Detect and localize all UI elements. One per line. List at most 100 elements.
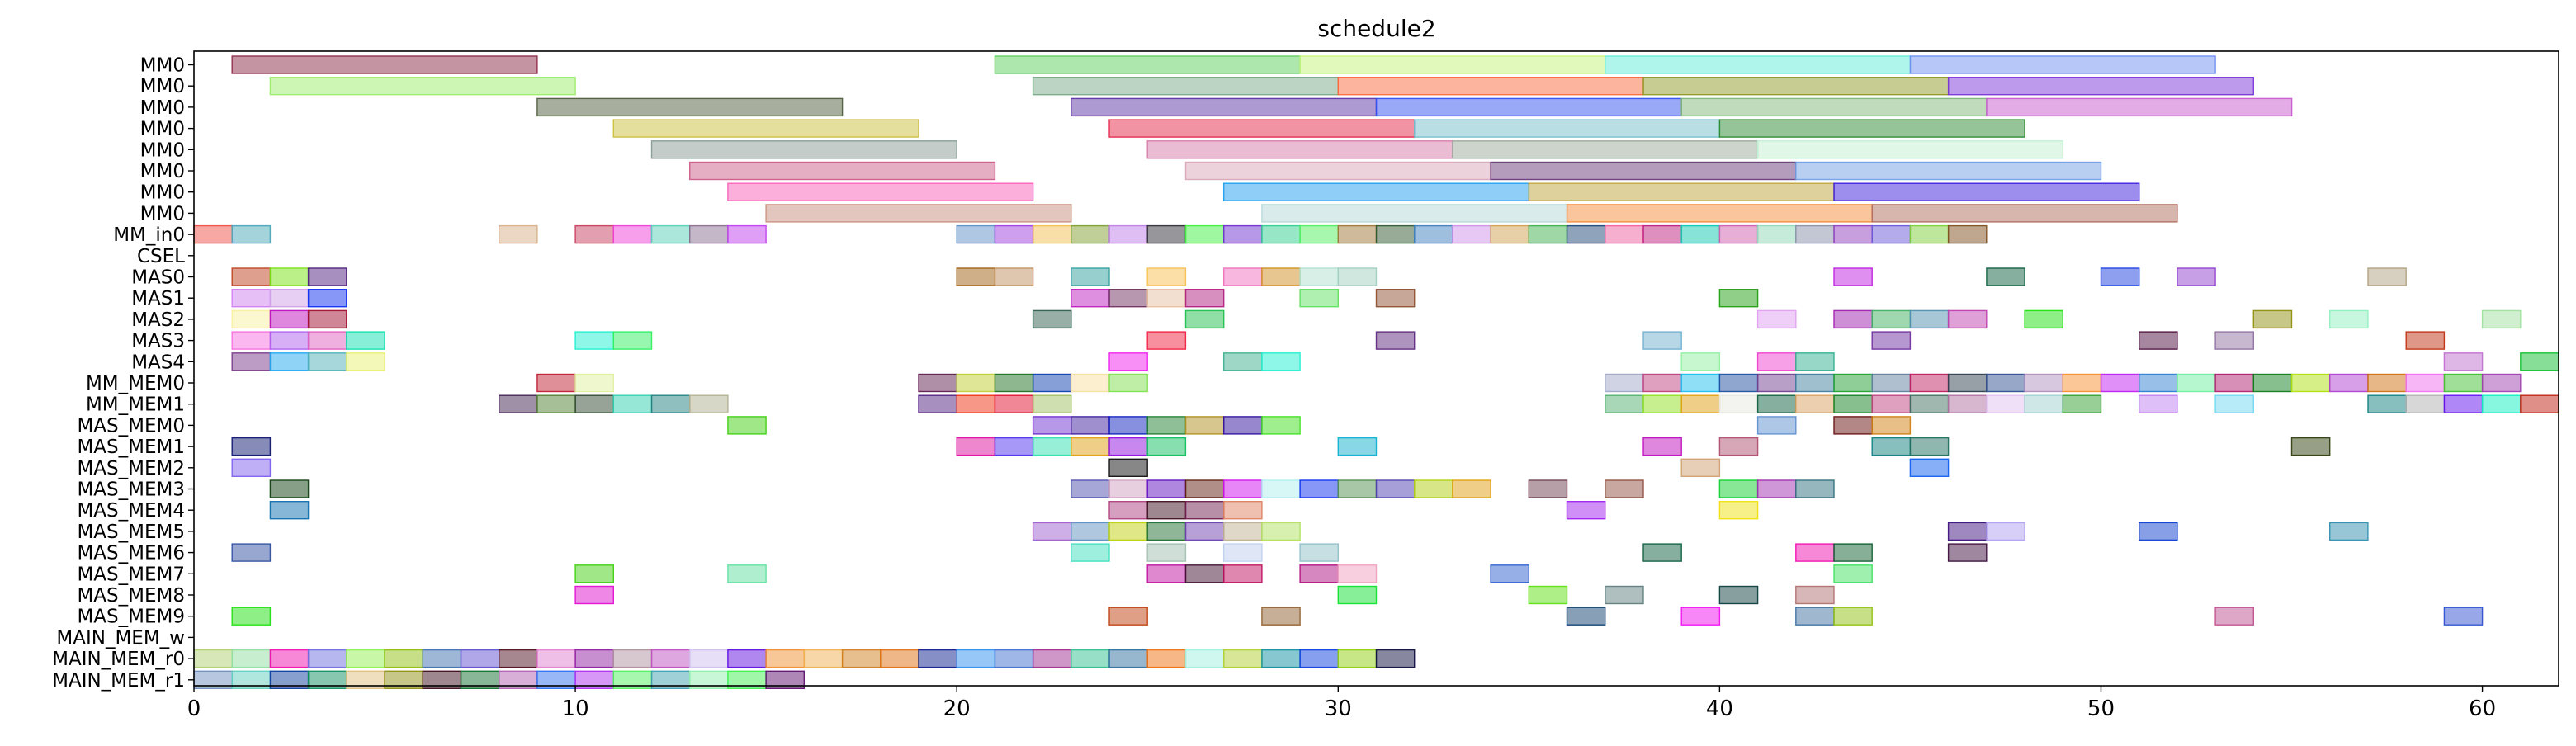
task-bar bbox=[1871, 373, 1912, 393]
task-bar bbox=[689, 224, 729, 244]
task-bar bbox=[1071, 373, 1110, 393]
task-bar bbox=[1071, 479, 1110, 498]
task-bar bbox=[1071, 224, 1110, 244]
row-label: MAIN_MEM_r0 bbox=[52, 649, 185, 670]
task-bar bbox=[803, 649, 844, 668]
task-bar bbox=[2138, 331, 2178, 350]
task-bar bbox=[1261, 416, 1301, 435]
task-bar bbox=[956, 649, 996, 668]
task-bar bbox=[1299, 564, 1339, 583]
row-label: MAS_MEM6 bbox=[77, 543, 185, 564]
task-bar bbox=[2214, 394, 2255, 413]
row-label: MAIN_MEM_w bbox=[56, 627, 185, 649]
task-bar bbox=[269, 267, 310, 286]
task-bar bbox=[1947, 373, 1988, 393]
task-bar bbox=[269, 331, 310, 350]
task-bar bbox=[1146, 564, 1187, 583]
task-bar bbox=[231, 55, 538, 74]
task-bar bbox=[574, 564, 614, 583]
row-label: MM0 bbox=[140, 55, 185, 77]
task-bar bbox=[1146, 289, 1187, 308]
task-bar bbox=[1146, 331, 1187, 350]
task-bar bbox=[956, 437, 996, 456]
task-bar bbox=[1184, 501, 1225, 520]
task-bar bbox=[1032, 309, 1072, 329]
task-bar bbox=[1718, 437, 1759, 456]
task-bar bbox=[1184, 522, 1225, 541]
task-bar bbox=[1032, 373, 1072, 393]
task-bar bbox=[1642, 331, 1682, 350]
task-bar bbox=[1833, 543, 1873, 562]
task-bar bbox=[1146, 140, 1453, 159]
task-bar bbox=[1795, 543, 1835, 562]
task-bar bbox=[1718, 479, 1759, 498]
task-bar bbox=[1528, 479, 1568, 498]
task-bar bbox=[1947, 394, 1988, 413]
task-bar bbox=[1490, 224, 1529, 244]
task-bar bbox=[574, 224, 614, 244]
row-label: MAS3 bbox=[131, 331, 185, 352]
task-bar bbox=[1947, 543, 1988, 562]
task-bar bbox=[1299, 55, 1606, 74]
task-bar bbox=[1108, 352, 1148, 371]
task-bar bbox=[1833, 564, 1873, 583]
task-bar bbox=[346, 352, 385, 371]
task-bar bbox=[1795, 224, 1835, 244]
task-bar bbox=[1337, 267, 1378, 286]
task-bar bbox=[1909, 55, 2216, 74]
task-bar bbox=[1032, 437, 1072, 456]
task-bar bbox=[1222, 267, 1263, 286]
task-bar bbox=[193, 224, 233, 244]
task-bar bbox=[1261, 224, 1301, 244]
task-bar bbox=[2290, 373, 2331, 393]
task-bar bbox=[1032, 416, 1072, 435]
x-tick-label: 0 bbox=[187, 696, 201, 721]
task-bar bbox=[1680, 394, 1721, 413]
task-bar bbox=[269, 501, 310, 520]
task-bar bbox=[1642, 224, 1682, 244]
task-bar bbox=[1642, 76, 1950, 96]
task-bar bbox=[346, 649, 385, 668]
task-bar bbox=[727, 649, 767, 668]
task-bar bbox=[1833, 394, 1873, 413]
task-bar bbox=[1795, 607, 1835, 626]
task-bar bbox=[231, 309, 272, 329]
task-bar bbox=[1490, 161, 1797, 181]
task-bar bbox=[1756, 352, 1797, 371]
task-bar bbox=[1337, 564, 1378, 583]
task-bar bbox=[574, 585, 614, 605]
task-bar bbox=[1222, 501, 1263, 520]
task-bar bbox=[1337, 585, 1378, 605]
task-bar bbox=[1795, 394, 1835, 413]
row-label: MM_in0 bbox=[113, 224, 185, 246]
task-bar bbox=[1642, 543, 1682, 562]
task-bar bbox=[956, 224, 996, 244]
task-bar bbox=[956, 373, 996, 393]
task-bar bbox=[1986, 394, 2025, 413]
task-bar bbox=[1909, 373, 1950, 393]
task-bar bbox=[1108, 224, 1148, 244]
task-bar bbox=[994, 649, 1034, 668]
task-bar bbox=[1108, 437, 1148, 456]
task-bar bbox=[2252, 309, 2293, 329]
task-bar bbox=[1146, 416, 1187, 435]
task-bar bbox=[1222, 522, 1263, 541]
task-bar bbox=[1452, 224, 1491, 244]
task-bar bbox=[2214, 607, 2255, 626]
task-bar bbox=[1871, 437, 1912, 456]
task-bar bbox=[2481, 373, 2522, 393]
bars-layer bbox=[193, 55, 2559, 689]
task-bar bbox=[2177, 373, 2216, 393]
task-bar bbox=[1375, 649, 1416, 668]
x-tick-label: 10 bbox=[562, 696, 589, 721]
task-bar bbox=[1566, 501, 1606, 520]
task-bar bbox=[650, 140, 957, 159]
task-bar bbox=[689, 161, 996, 181]
row-label: MM0 bbox=[140, 161, 185, 182]
task-bar bbox=[1795, 373, 1835, 393]
task-bar bbox=[841, 649, 882, 668]
row-label: MAS4 bbox=[131, 352, 185, 373]
task-bar bbox=[269, 352, 310, 371]
task-bar bbox=[1375, 331, 1416, 350]
task-bar bbox=[1528, 585, 1568, 605]
